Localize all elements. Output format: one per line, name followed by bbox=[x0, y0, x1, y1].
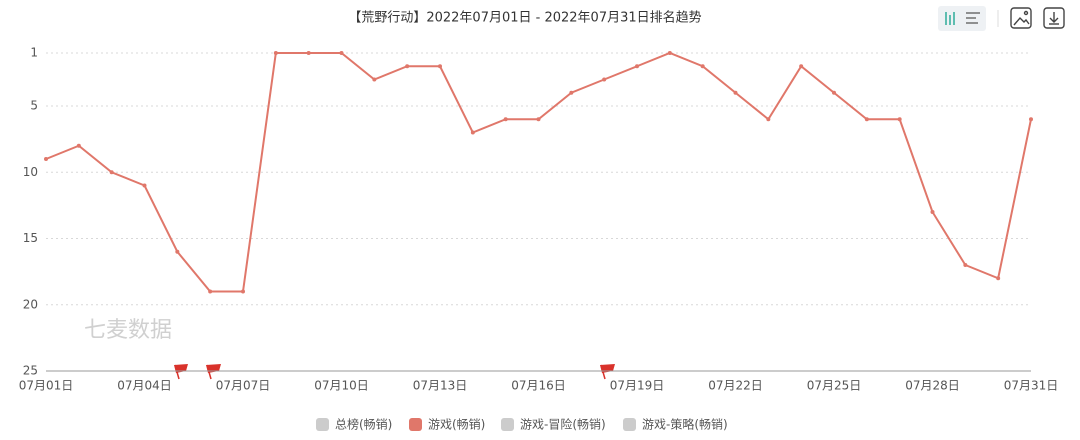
data-point bbox=[503, 117, 508, 122]
legend-swatch bbox=[409, 418, 422, 431]
y-tick-label: 15 bbox=[23, 231, 38, 245]
data-point bbox=[438, 64, 442, 69]
data-point bbox=[175, 249, 180, 254]
watermark: 七麦数据 bbox=[84, 318, 172, 343]
save-image-icon[interactable] bbox=[1010, 7, 1032, 29]
data-point bbox=[339, 51, 344, 55]
data-point bbox=[569, 90, 574, 95]
legend-label[interactable]: 游戏(畅销) bbox=[428, 418, 485, 432]
data-point bbox=[733, 90, 738, 95]
data-point bbox=[700, 64, 705, 69]
y-tick-label: 1 bbox=[30, 46, 38, 60]
x-tick-label: 07月13日 bbox=[413, 379, 468, 393]
legend-label[interactable]: 游戏-冒险(畅销) bbox=[520, 417, 606, 432]
data-point bbox=[897, 117, 902, 122]
y-tick-label: 20 bbox=[23, 297, 38, 311]
bar-view-icon[interactable] bbox=[945, 12, 955, 25]
data-point bbox=[241, 289, 245, 294]
data-point bbox=[602, 77, 607, 82]
data-point bbox=[372, 77, 377, 82]
data-point bbox=[109, 170, 114, 175]
data-point bbox=[799, 64, 804, 69]
series-line bbox=[45, 51, 1032, 293]
x-tick-label: 07月25日 bbox=[807, 379, 862, 393]
data-point bbox=[405, 64, 410, 69]
chart-title: 【荒野行动】2022年07月01日 - 2022年07月31日排名趋势 bbox=[348, 10, 701, 26]
x-tick-label: 07月28日 bbox=[905, 379, 960, 393]
legend-swatch bbox=[501, 418, 514, 431]
data-point bbox=[832, 90, 836, 95]
download-icon[interactable] bbox=[1043, 7, 1065, 29]
data-point bbox=[667, 51, 672, 55]
legend-label[interactable]: 游戏-策略(畅销) bbox=[642, 417, 728, 432]
data-point bbox=[273, 51, 278, 55]
data-point bbox=[536, 117, 541, 122]
legend-swatch bbox=[623, 418, 636, 431]
data-point bbox=[1029, 117, 1033, 122]
x-tick-label: 07月22日 bbox=[708, 379, 763, 393]
x-tick-label: 07月16日 bbox=[511, 379, 566, 393]
x-tick-label: 07月10日 bbox=[314, 379, 369, 393]
x-tick-label: 07月04日 bbox=[117, 379, 172, 393]
data-point bbox=[208, 289, 213, 294]
x-tick-label: 07月07日 bbox=[216, 379, 271, 393]
data-point bbox=[44, 157, 48, 161]
x-tick-label: 07月01日 bbox=[19, 379, 74, 393]
legend-label[interactable]: 总榜(畅销) bbox=[335, 417, 392, 432]
data-point bbox=[864, 117, 869, 122]
x-tick-label: 07月31日 bbox=[1004, 379, 1059, 393]
data-point bbox=[142, 183, 147, 188]
data-point bbox=[963, 263, 968, 267]
list-view-icon[interactable] bbox=[966, 12, 980, 24]
data-point bbox=[996, 276, 1001, 281]
data-point bbox=[635, 64, 639, 69]
y-tick-label: 10 bbox=[23, 165, 38, 179]
x-tick-label: 07月19日 bbox=[610, 379, 665, 393]
y-tick-label: 25 bbox=[23, 364, 38, 378]
y-tick-label: 5 bbox=[30, 99, 38, 113]
toolbar bbox=[938, 6, 1065, 31]
data-point bbox=[766, 117, 771, 122]
legend-swatch bbox=[316, 418, 329, 431]
data-point bbox=[306, 51, 311, 55]
data-point bbox=[76, 143, 81, 148]
data-point bbox=[470, 130, 475, 135]
data-point bbox=[930, 210, 935, 214]
